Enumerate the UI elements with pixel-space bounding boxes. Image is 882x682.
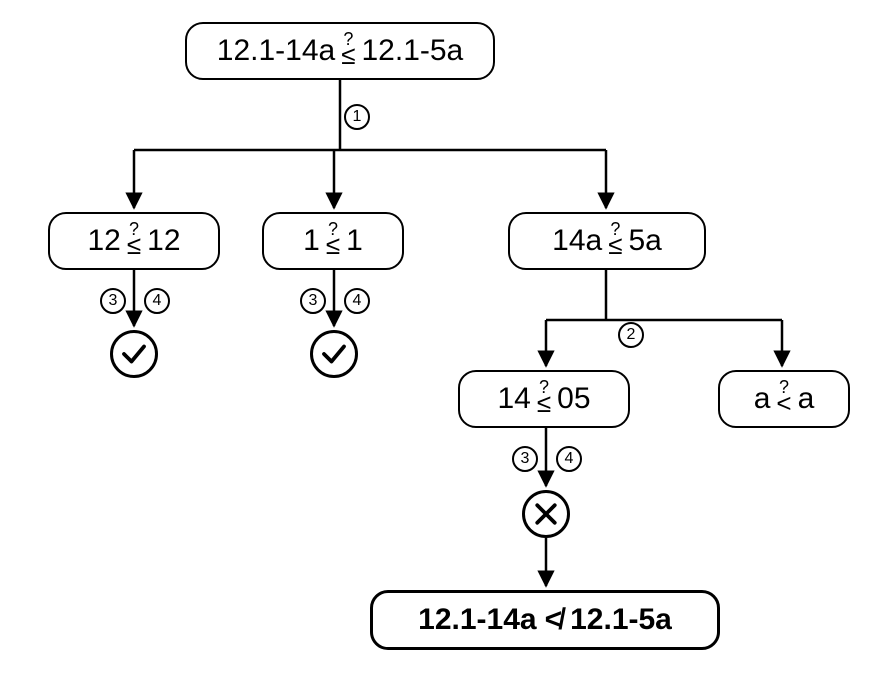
node-right: 5a [628,224,661,258]
node-n3: 14a ? ≤ 5a [508,212,706,270]
step-label: 3 [300,288,326,314]
relation-not-less: ≮ [545,603,563,637]
node-n4: 14 ? ≤ 05 [458,370,630,428]
result-check-icon [310,330,358,378]
node-right: 12 [147,224,180,258]
step-label: 1 [344,104,370,130]
relation: ? ≤ [608,223,622,256]
node-left: 14 [497,382,530,416]
node-right: 12.1-5a [570,603,672,637]
relation: ? < [776,381,791,414]
relation: ? ≤ [127,223,141,256]
node-n2: 1 ? ≤ 1 [262,212,404,270]
step-label: 3 [100,288,126,314]
node-left: a [754,382,771,416]
node-left: 12.1-14a [217,34,335,68]
step-label: 4 [556,446,582,472]
result-cross-icon [522,490,570,538]
step-label: 2 [618,322,644,348]
relation: ? ≤ [326,223,340,256]
node-n1: 12 ? ≤ 12 [48,212,220,270]
node-final: 12.1-14a ≮ 12.1-5a [370,590,720,650]
relation: ? ≤ [537,381,551,414]
relation: ? ≤ [341,33,355,66]
node-left: 12 [87,224,120,258]
result-check-icon [110,330,158,378]
node-left: 14a [552,224,602,258]
step-label: 4 [344,288,370,314]
step-label: 3 [512,446,538,472]
node-n5: a ? < a [718,370,850,428]
step-label: 4 [144,288,170,314]
node-left: 1 [303,224,320,258]
node-left: 12.1-14a [418,603,536,637]
node-root: 12.1-14a ? ≤ 12.1-5a [185,22,495,80]
node-right: a [798,382,815,416]
node-right: 12.1-5a [361,34,463,68]
node-right: 05 [557,382,590,416]
node-right: 1 [346,224,363,258]
